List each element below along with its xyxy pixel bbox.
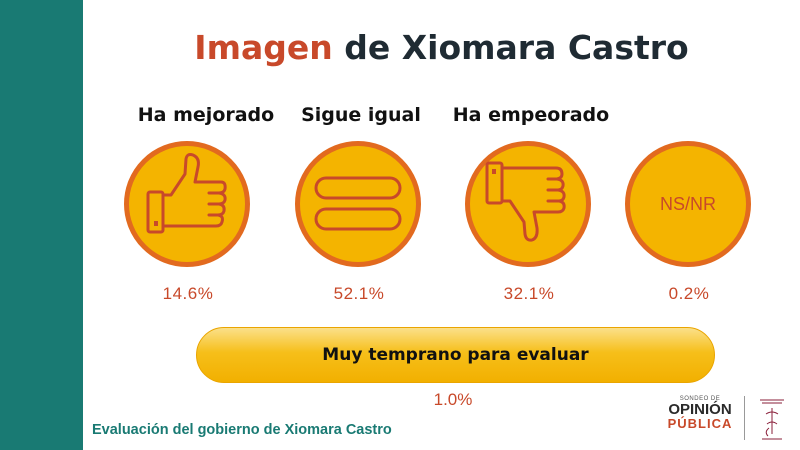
page-title: Imagen de Xiomara Castro	[83, 28, 800, 67]
label-sigue-igual: Sigue igual	[301, 104, 421, 126]
institution-seal-icon	[760, 399, 784, 440]
option-circle-sigue-igual	[295, 141, 421, 267]
percent-ha-mejorado: 14.6%	[162, 284, 214, 303]
option-circle-ha-mejorado	[124, 141, 250, 267]
sidebar-band	[0, 0, 83, 450]
thumbs-down-icon	[485, 161, 566, 242]
label-ha-empeorado: Ha empeorado	[452, 104, 610, 126]
logo-line2: OPINIÓN	[668, 401, 732, 418]
too-early-banner: Muy temprano para evaluar	[196, 327, 715, 383]
option-circle-ha-empeorado	[465, 141, 591, 267]
percent-sigue-igual: 52.1%	[333, 284, 385, 303]
ns-nr-badge: NS/NR	[659, 194, 716, 214]
thumbs-up-icon	[146, 153, 227, 234]
option-circle-ns-nr: NS/NR	[625, 141, 751, 267]
logo-line1: SONDEO DE	[679, 396, 721, 402]
percent-ha-empeorado: 32.1%	[503, 284, 555, 303]
percent-too-early: 1.0%	[433, 390, 473, 409]
logo-divider	[744, 396, 745, 440]
percent-ns-nr: 0.2%	[668, 284, 710, 303]
footer-caption: Evaluación del gobierno de Xiomara Castr…	[92, 422, 392, 438]
title-rest: de Xiomara Castro	[332, 28, 689, 67]
label-ha-mejorado: Ha mejorado	[137, 104, 275, 126]
equals-icon	[314, 176, 402, 231]
logo-line3: PÚBLICA	[667, 416, 733, 431]
sondeo-opinion-publica-logo: SONDEO DE OPINIÓN PÚBLICA	[660, 396, 740, 431]
title-accent: Imagen	[194, 28, 333, 67]
